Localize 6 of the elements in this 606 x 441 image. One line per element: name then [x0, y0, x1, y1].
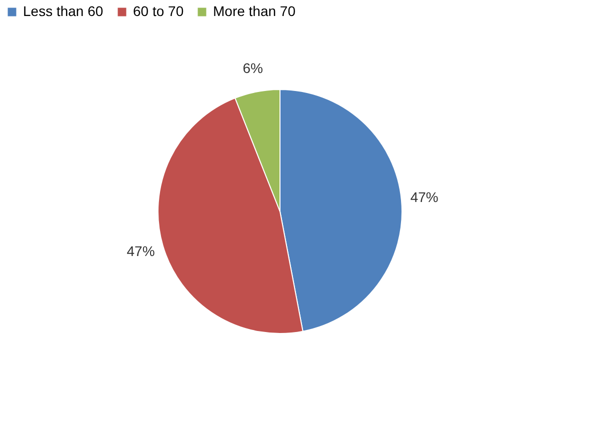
data-label: 6%: [242, 60, 263, 76]
legend-label: More than 70: [213, 3, 296, 19]
legend-label: 60 to 70: [133, 3, 184, 19]
legend-label: Less than 60: [23, 3, 104, 19]
data-label: 47%: [410, 188, 438, 205]
data-label: 47%: [126, 242, 155, 259]
